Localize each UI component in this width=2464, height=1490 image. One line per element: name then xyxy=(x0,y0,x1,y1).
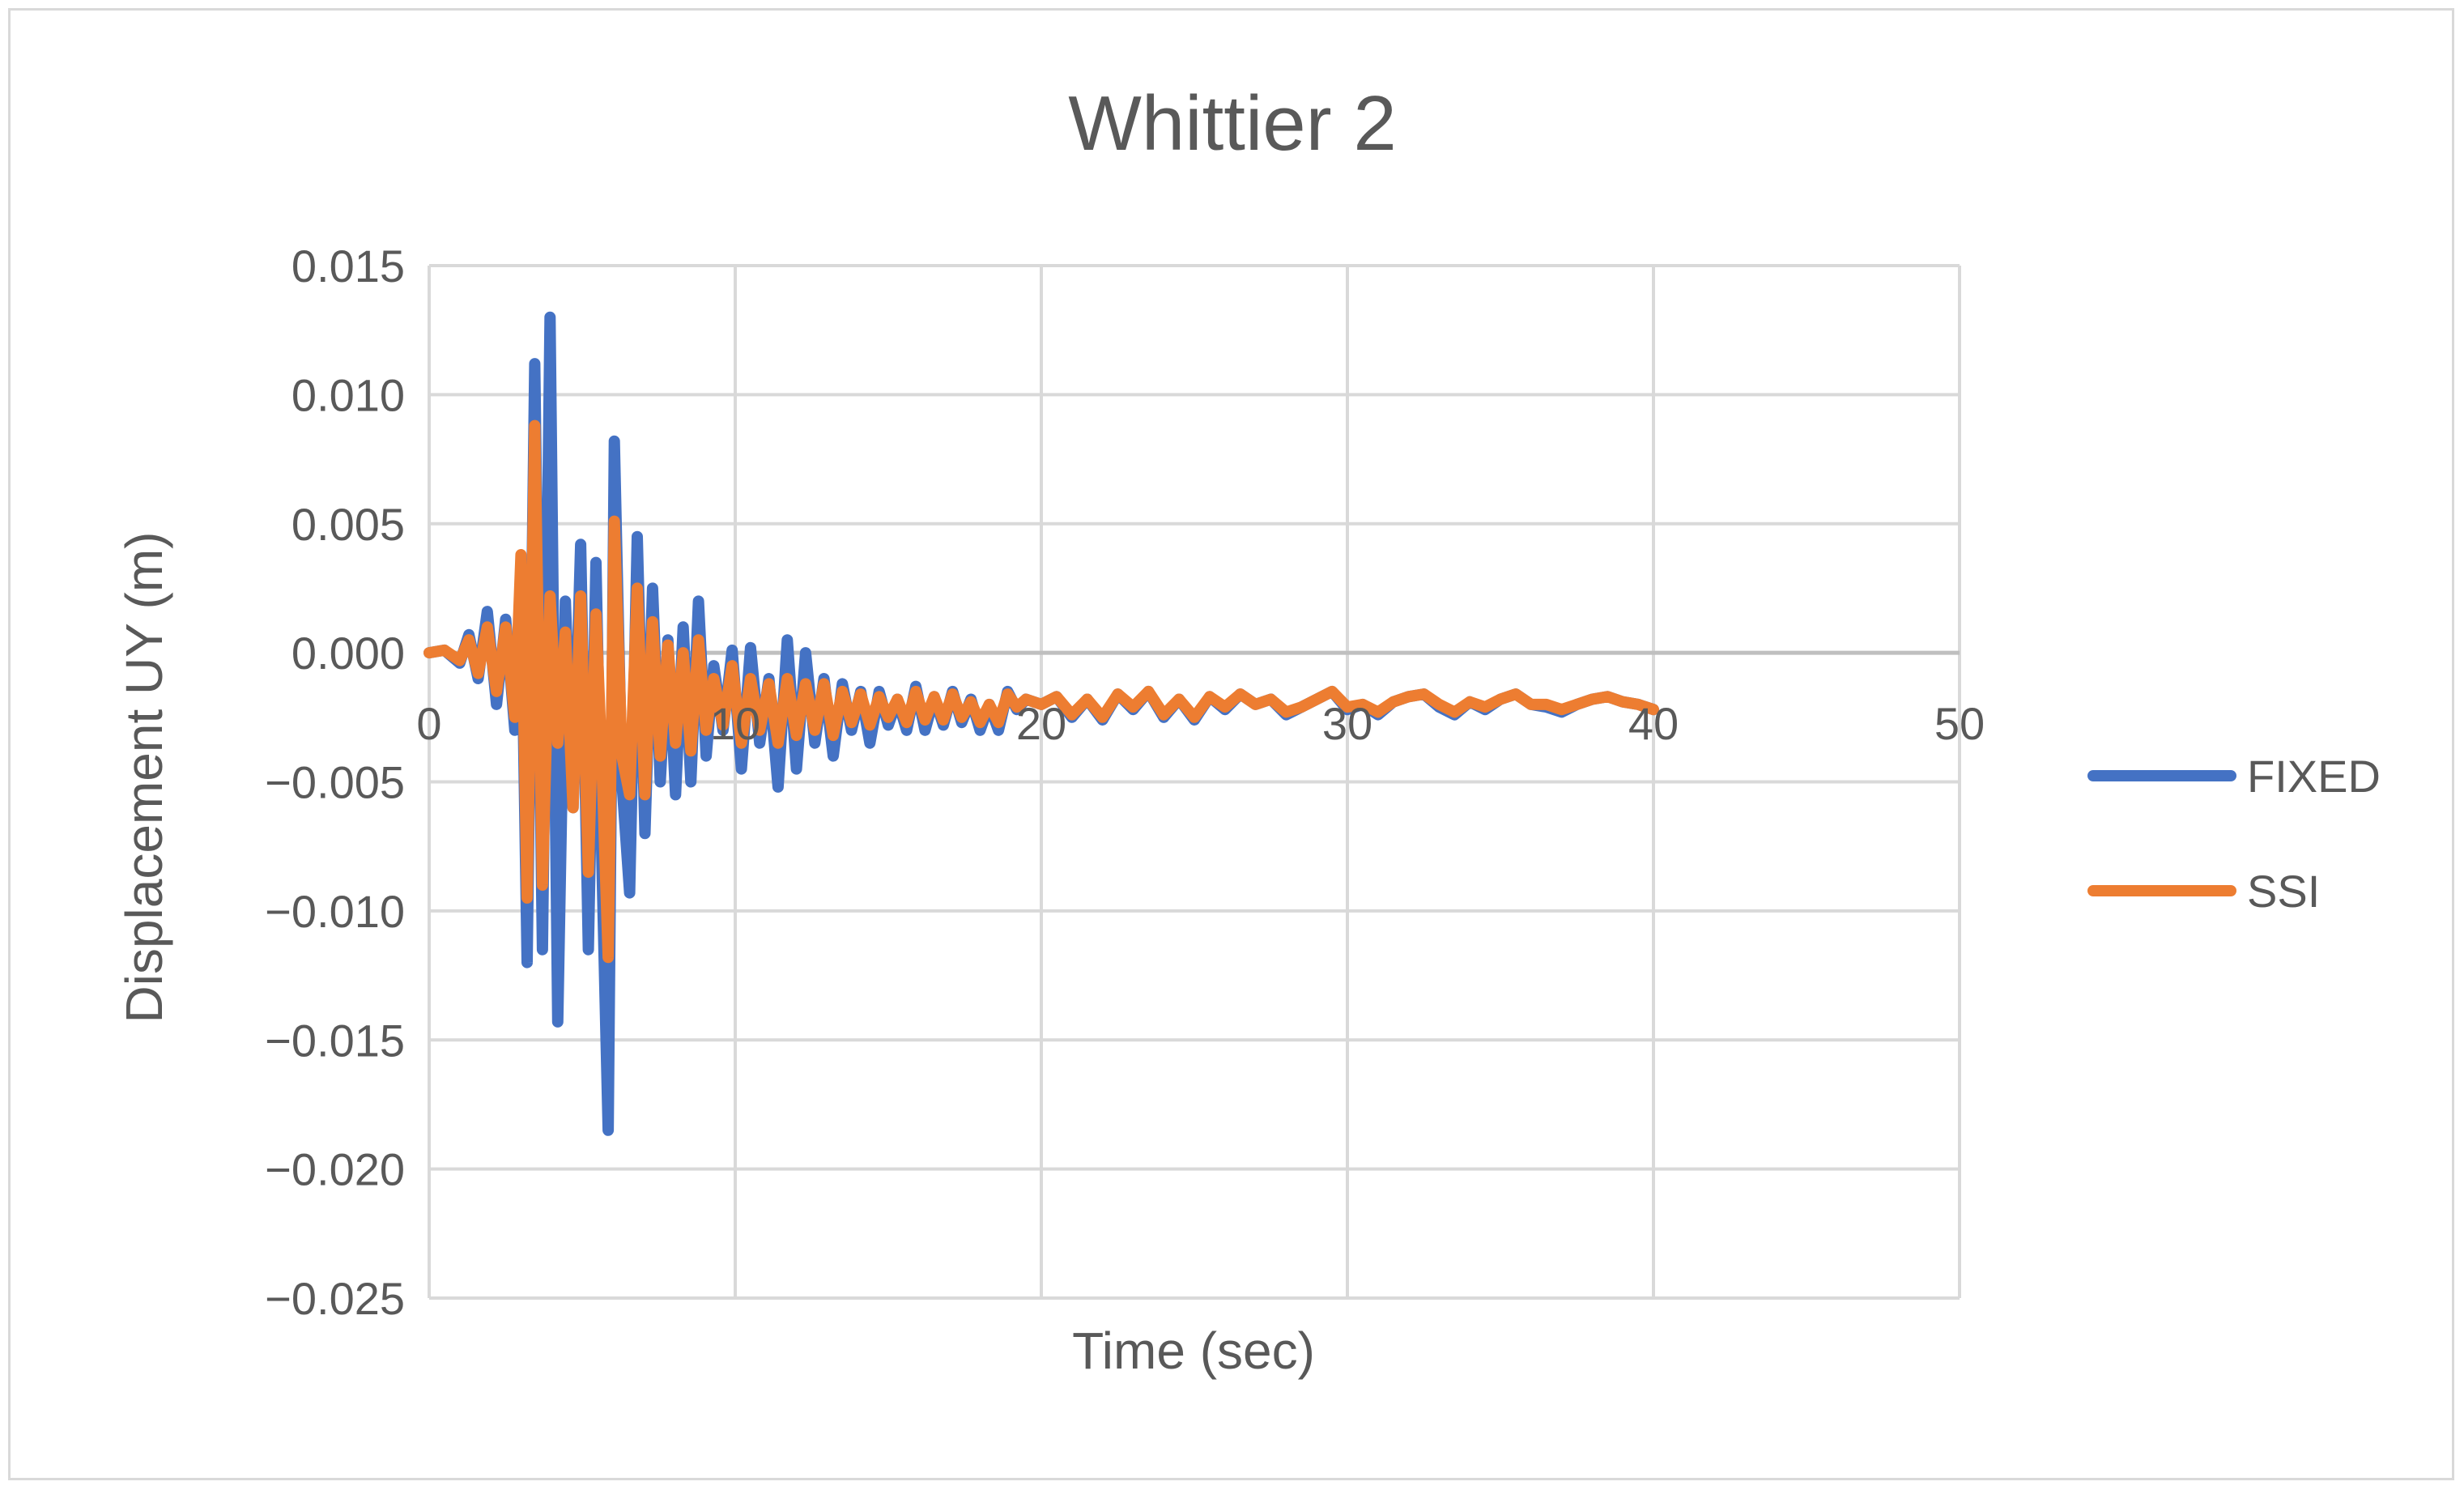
y-tick-label: −0.020 xyxy=(265,1144,405,1195)
y-tick-label: 0.010 xyxy=(292,369,405,420)
y-tick-label: 0.000 xyxy=(292,628,405,679)
y-tick-label: −0.005 xyxy=(265,757,405,808)
series-layer xyxy=(423,311,1659,1136)
y-axis-title: Displacement UY (m) xyxy=(115,532,173,1024)
x-tick-label: 40 xyxy=(1628,698,1679,749)
y-tick-label: −0.015 xyxy=(265,1015,405,1066)
y-tick-label: 0.005 xyxy=(292,499,405,550)
x-tick-label: 50 xyxy=(1934,698,1985,749)
series-line-ssi xyxy=(423,419,1659,964)
x-tick-label: 30 xyxy=(1322,698,1372,749)
gridlines xyxy=(428,264,1961,1300)
x-axis-title: Time (sec) xyxy=(1072,1322,1315,1380)
chart-area xyxy=(8,8,2454,1480)
legend: FIXED SSI xyxy=(2087,751,2381,917)
x-tick-label: 10 xyxy=(710,698,760,749)
x-tick-labels: 0 10 20 30 40 50 xyxy=(416,698,1985,749)
y-tick-labels: 0.015 0.010 0.005 0.000 −0.005 −0.010 −0.015 −0… xyxy=(265,241,405,1324)
y-tick-label: −0.010 xyxy=(265,886,405,937)
chart-title: Whittier 2 xyxy=(1068,80,1396,167)
legend-label-fixed: FIXED xyxy=(2247,751,2381,802)
legend-label-ssi: SSI xyxy=(2247,866,2320,917)
y-tick-label: 0.015 xyxy=(292,241,405,292)
y-tick-label: −0.025 xyxy=(265,1273,405,1324)
x-tick-label: 20 xyxy=(1016,698,1066,749)
x-tick-label: 0 xyxy=(416,698,441,749)
